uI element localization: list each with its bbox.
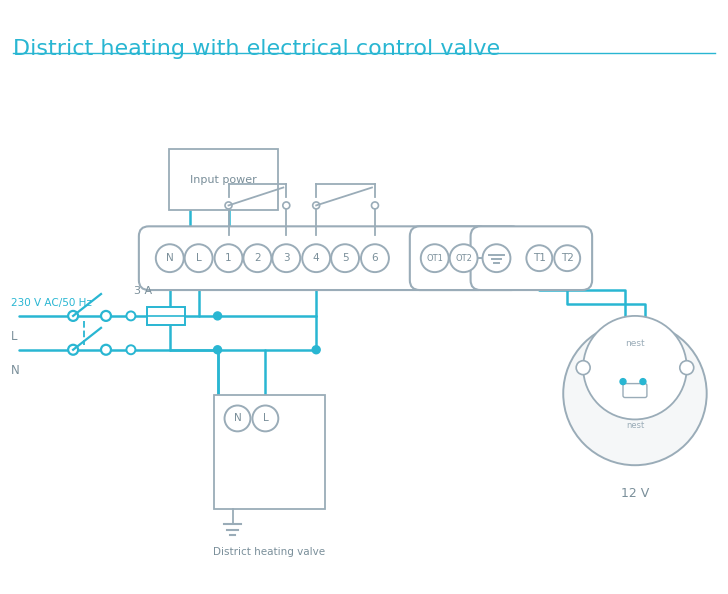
Circle shape [640, 378, 646, 384]
Circle shape [213, 312, 221, 320]
Text: nest: nest [626, 421, 644, 430]
FancyBboxPatch shape [139, 226, 521, 290]
FancyBboxPatch shape [410, 226, 488, 290]
Circle shape [225, 202, 232, 209]
Circle shape [450, 244, 478, 272]
FancyBboxPatch shape [169, 148, 278, 210]
Circle shape [215, 244, 242, 272]
Circle shape [620, 378, 626, 384]
Circle shape [331, 244, 359, 272]
Text: T1: T1 [533, 253, 546, 263]
Circle shape [576, 361, 590, 375]
Circle shape [68, 345, 78, 355]
Circle shape [185, 244, 213, 272]
Text: 3: 3 [283, 253, 290, 263]
Text: nest: nest [625, 339, 645, 348]
Text: N: N [166, 253, 173, 263]
Circle shape [563, 322, 707, 465]
Circle shape [282, 202, 290, 209]
Text: Input power: Input power [190, 175, 257, 185]
Text: L: L [12, 330, 18, 343]
Text: 12 V: 12 V [621, 487, 649, 500]
Text: L: L [263, 413, 268, 424]
Circle shape [156, 244, 183, 272]
Circle shape [483, 244, 510, 272]
Circle shape [554, 245, 580, 271]
Circle shape [224, 406, 250, 431]
Circle shape [272, 244, 300, 272]
Circle shape [213, 346, 221, 354]
Circle shape [680, 361, 694, 375]
Circle shape [302, 244, 330, 272]
Text: OT2: OT2 [455, 254, 472, 263]
Text: OT1: OT1 [427, 254, 443, 263]
Text: District heating valve: District heating valve [213, 547, 325, 557]
Circle shape [371, 202, 379, 209]
FancyBboxPatch shape [470, 226, 592, 290]
Text: 4: 4 [313, 253, 320, 263]
Circle shape [127, 345, 135, 354]
Text: 3 A: 3 A [134, 286, 152, 296]
Circle shape [526, 245, 553, 271]
FancyBboxPatch shape [213, 394, 325, 509]
Text: 2: 2 [254, 253, 261, 263]
Text: T2: T2 [561, 253, 574, 263]
FancyBboxPatch shape [623, 384, 647, 397]
Text: 1: 1 [225, 253, 232, 263]
Text: 230 V AC/50 Hz: 230 V AC/50 Hz [12, 298, 92, 308]
Circle shape [583, 316, 687, 419]
Circle shape [127, 311, 135, 320]
Circle shape [421, 244, 448, 272]
Circle shape [312, 346, 320, 354]
Text: 5: 5 [341, 253, 349, 263]
Circle shape [68, 311, 78, 321]
Circle shape [361, 244, 389, 272]
Circle shape [101, 345, 111, 355]
Circle shape [253, 406, 278, 431]
FancyBboxPatch shape [147, 307, 185, 325]
Text: 6: 6 [372, 253, 379, 263]
Text: N: N [12, 364, 20, 377]
Circle shape [243, 244, 272, 272]
Circle shape [101, 311, 111, 321]
Text: District heating with electrical control valve: District heating with electrical control… [13, 39, 500, 59]
Text: L: L [196, 253, 202, 263]
Circle shape [313, 202, 320, 209]
Text: N: N [234, 413, 242, 424]
